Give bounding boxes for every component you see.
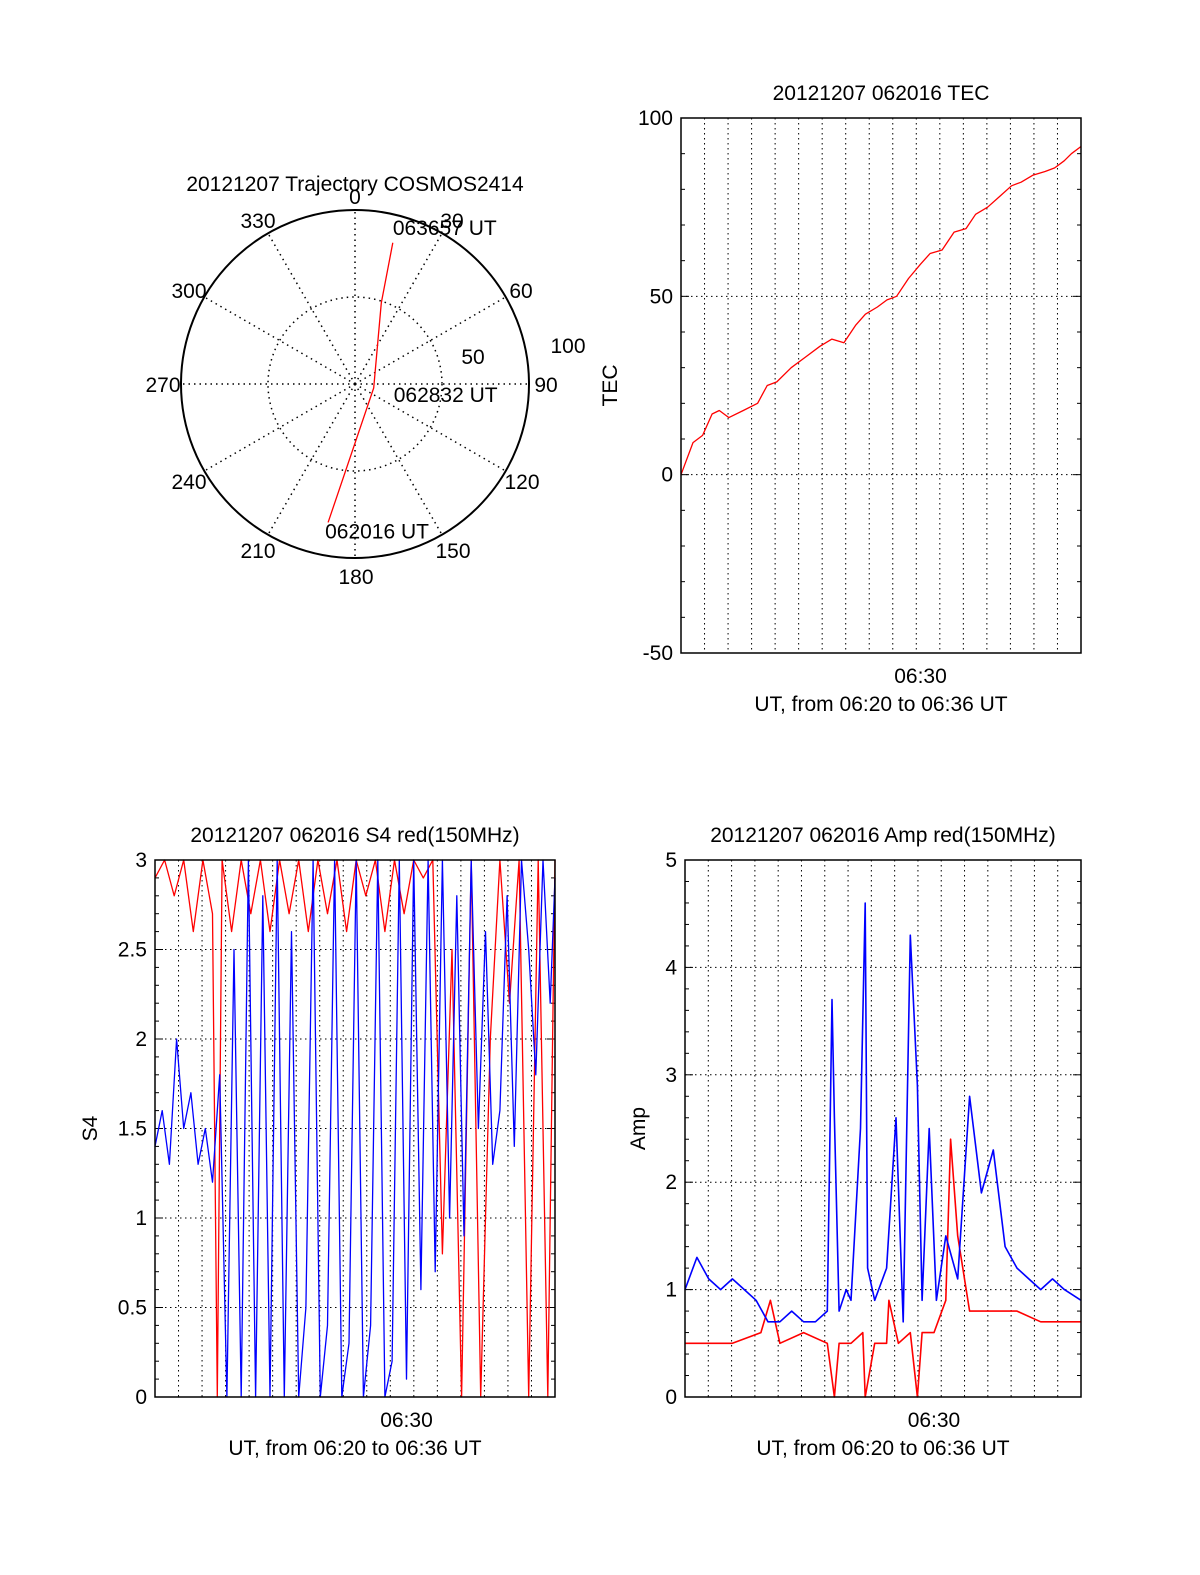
trajectory-time-label: 062016 UT	[325, 520, 429, 543]
data-series-line	[154, 859, 556, 1398]
y-tick-label: 0	[135, 1386, 147, 1409]
x-axis-label: UT, from 06:20 to 06:36 UT	[754, 693, 1007, 716]
x-tick-label: 06:30	[380, 1409, 433, 1432]
trajectory-time-label: 063657 UT	[393, 217, 497, 240]
y-tick-label: 2.5	[118, 939, 147, 962]
polar-radial-label: 50	[461, 346, 484, 369]
polar-azimuth-label: 90	[534, 374, 557, 397]
s4-panel: 20121207 062016 S4 red(150MHz) 0 0.5 1 1.5 2 2…	[79, 824, 556, 1460]
y-tick-label: 2	[135, 1028, 147, 1051]
polar-azimuth-label: 0	[349, 186, 361, 209]
plot-frame	[684, 859, 1082, 1398]
polar-azimuth-label: 180	[338, 566, 373, 589]
x-tick-label: 06:30	[908, 1409, 961, 1432]
polar-azimuth-label: 150	[435, 540, 470, 563]
trajectory-line	[327, 242, 394, 523]
polar-azimuth-label: 300	[171, 280, 206, 303]
data-series-line	[685, 1138, 1081, 1398]
x-tick-label: 06:30	[894, 665, 947, 688]
polar-radial-label: 100	[550, 335, 585, 358]
polar-azimuth-label: 120	[504, 471, 539, 494]
y-tick-label: 1	[665, 1279, 677, 1302]
y-axis-label: S4	[79, 1115, 102, 1141]
polar-azimuth-label: 330	[240, 210, 275, 233]
y-axis-label: Amp	[627, 1107, 650, 1150]
y-tick-label: 3	[135, 849, 147, 872]
trajectory-time-label: 062832 UT	[394, 384, 498, 407]
amp-panel: 20121207 062016 Amp red(150MHz) 0 1 2 3 4 5 06:…	[627, 824, 1082, 1460]
y-tick-label: 50	[650, 285, 673, 308]
y-tick-label: 0	[661, 464, 673, 487]
data-series-line	[680, 145, 1082, 475]
x-axis-label: UT, from 06:20 to 06:36 UT	[228, 1437, 481, 1460]
polar-spoke	[354, 296, 507, 385]
polar-spoke	[354, 383, 443, 536]
data-series-line	[684, 902, 1082, 1323]
tec-panel: 20121207 062016 TEC -50 0 50 100 06:30 UT, fro…	[599, 82, 1082, 716]
polar-spoke	[354, 232, 443, 385]
panel-title: 20121207 062016 TEC	[773, 82, 990, 105]
panel-title: 20121207 062016 Amp red(150MHz)	[710, 824, 1056, 847]
plot-frame	[154, 859, 556, 1398]
polar-azimuth-label: 270	[145, 374, 180, 397]
y-tick-label: 0.5	[118, 1297, 147, 1320]
polar-azimuth-label: 240	[171, 471, 206, 494]
polar-azimuth-label: 210	[240, 540, 275, 563]
polar-azimuth-label: 60	[509, 280, 532, 303]
y-tick-label: 2	[665, 1171, 677, 1194]
polar-spoke	[203, 383, 356, 472]
polar-spoke	[203, 296, 356, 385]
y-tick-label: 0	[665, 1386, 677, 1409]
y-tick-label: 1.5	[118, 1118, 147, 1141]
polar-spoke	[267, 232, 356, 385]
y-tick-label: -50	[643, 642, 673, 665]
y-tick-label: 1	[135, 1207, 147, 1230]
y-tick-label: 5	[665, 849, 677, 872]
y-tick-label: 100	[638, 107, 673, 130]
y-axis-label: TEC	[599, 365, 622, 407]
polar-spoke	[354, 383, 507, 472]
polar-spoke	[267, 383, 356, 536]
panel-title: 20121207 062016 S4 red(150MHz)	[190, 824, 519, 847]
y-tick-label: 4	[665, 956, 677, 979]
polar-inner-ring	[267, 296, 443, 472]
y-tick-label: 3	[665, 1064, 677, 1087]
x-axis-label: UT, from 06:20 to 06:36 UT	[756, 1437, 1009, 1460]
polar-outer-ring	[180, 209, 530, 559]
polar-azimuth-label: 30	[440, 210, 463, 233]
plot-frame	[680, 117, 1082, 654]
polar-title: 20121207 Trajectory COSMOS2414	[186, 173, 524, 196]
